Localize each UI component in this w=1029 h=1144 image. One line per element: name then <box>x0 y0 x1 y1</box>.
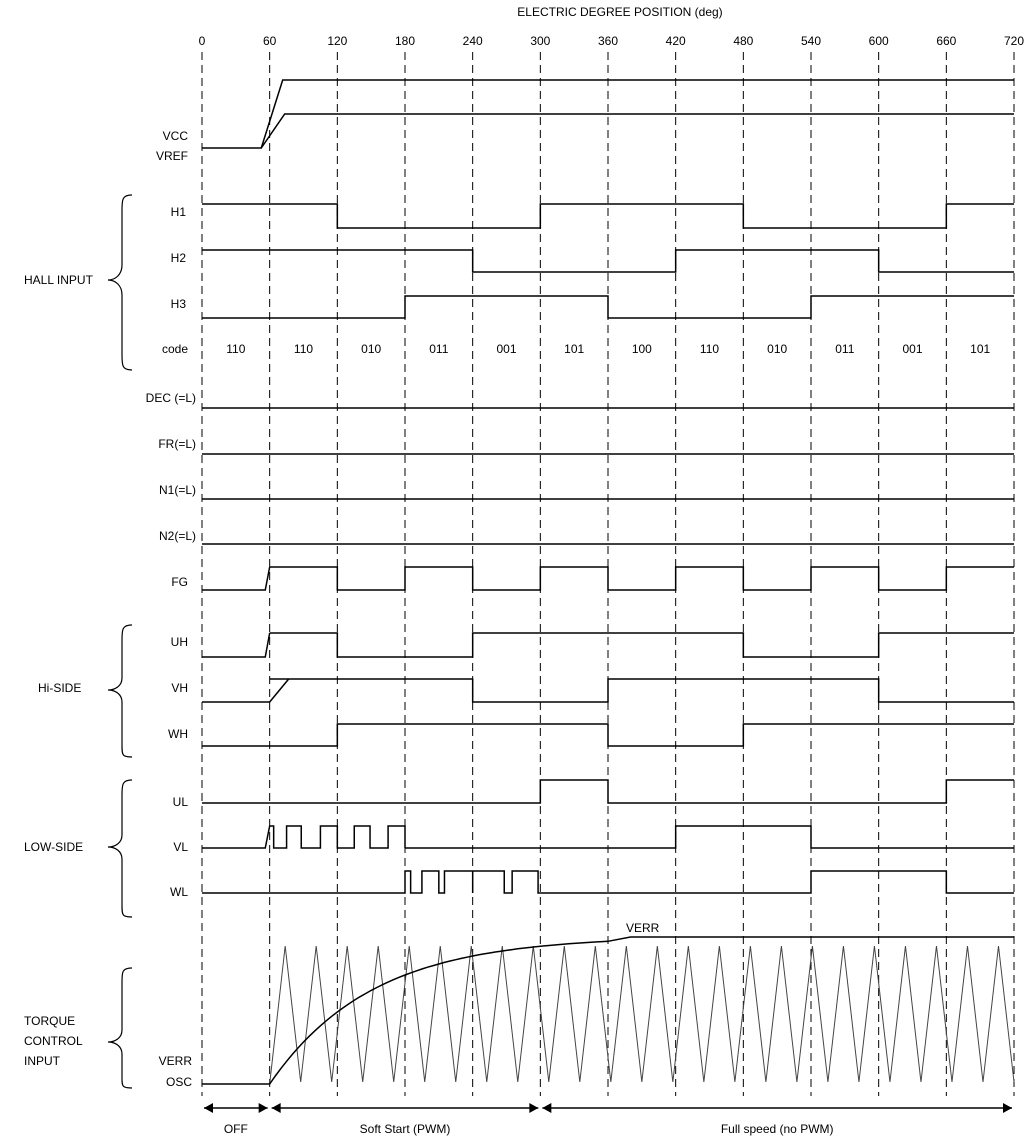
osc-wave <box>202 945 1015 1085</box>
hall-code: 100 <box>632 342 652 356</box>
phase-arrow-head-left <box>542 1103 552 1113</box>
phase-label: Full speed (no PWM) <box>721 1122 834 1136</box>
hi-side-brace <box>107 624 133 758</box>
h1-wave <box>202 203 1014 229</box>
phase-arrow-head-left <box>204 1103 213 1113</box>
torque-brace <box>107 967 133 1089</box>
h2-label: H2 <box>171 251 187 265</box>
torque-group-label-line2: CONTROL <box>24 1034 83 1048</box>
degree-tick-label: 360 <box>598 34 618 48</box>
uh-label: UH <box>171 635 188 649</box>
torque-group-label-line1: TORQUE <box>24 1014 75 1028</box>
vh-label: VH <box>171 681 188 695</box>
fg-wave-start <box>202 566 271 591</box>
code-label: code <box>162 342 188 356</box>
vl-wave-pwm <box>202 825 406 849</box>
phase-arrow-head-right <box>258 1103 268 1113</box>
hall-brace <box>107 194 133 371</box>
degree-tick-label: 660 <box>936 34 956 48</box>
phase-arrow-head-left <box>271 1103 281 1113</box>
braces <box>107 194 133 1089</box>
hall-code: 110 <box>700 342 719 356</box>
phase-arrow-head-right <box>529 1103 539 1113</box>
uh-wave <box>269 632 1014 658</box>
diagram-title: ELECTRIC DEGREE POSITION (deg) <box>517 5 722 19</box>
low-side-group-label: LOW-SIDE <box>24 840 83 854</box>
vh-wave-start <box>202 678 290 703</box>
hall-code: 001 <box>496 342 516 356</box>
fg-wave <box>269 566 1014 591</box>
torque-section <box>202 936 1015 1085</box>
h1-label: H1 <box>171 205 187 219</box>
vref-label: VREF <box>156 149 188 163</box>
verr-wave <box>202 936 1014 1085</box>
phase-arrow-head-right <box>1003 1103 1012 1113</box>
hall-code: 110 <box>226 342 245 356</box>
hall-code: 010 <box>361 342 381 356</box>
wl-wave <box>540 870 1014 894</box>
degree-tick-label: 120 <box>327 34 347 48</box>
hall-code: 001 <box>902 342 922 356</box>
hi-side-group-label: Hi-SIDE <box>38 681 81 695</box>
vref-wave <box>260 113 1014 149</box>
osc-label: OSC <box>166 1075 192 1089</box>
degree-tick-label: 540 <box>801 34 821 48</box>
dec-label: DEC (=L) <box>146 391 196 405</box>
n2-label: N2(=L) <box>159 529 196 543</box>
vcc-wave <box>202 79 1014 149</box>
phase-label: Soft Start (PWM) <box>360 1122 451 1136</box>
wl-label: WL <box>170 885 188 899</box>
degree-tick-label: 720 <box>1004 34 1024 48</box>
phase-arrows: OFF Soft Start (PWM) Full speed (no PWM) <box>204 1103 1012 1136</box>
vl-label: VL <box>173 840 188 854</box>
low-side-brace <box>107 779 133 918</box>
h2-wave <box>202 249 1014 273</box>
fr-label: FR(=L) <box>158 437 196 451</box>
fg-label: FG <box>171 575 188 589</box>
wh-label: WH <box>168 727 188 741</box>
degree-tick-label: 60 <box>263 34 277 48</box>
hall-code: 110 <box>294 342 313 356</box>
wl-wave-pwm <box>202 870 541 894</box>
uh-wave-start <box>202 632 271 658</box>
phase-label: OFF <box>224 1122 248 1136</box>
torque-group-label-line3: INPUT <box>24 1054 61 1068</box>
vl-wave <box>405 825 1014 849</box>
vcc-label: VCC <box>163 129 189 143</box>
waveforms <box>202 79 1014 894</box>
hall-input-group-label: HALL INPUT <box>24 273 94 287</box>
vh-wave <box>269 678 1014 703</box>
signal-labels: VCC VREF H1 H2 H3 code DEC (=L) FR(=L) N… <box>146 129 196 1089</box>
wh-wave <box>202 723 1014 747</box>
hall-code: 011 <box>835 342 854 356</box>
h3-label: H3 <box>171 297 187 311</box>
degree-tick-label: 600 <box>869 34 889 48</box>
hall-code: 011 <box>429 342 448 356</box>
degree-tick-label: 180 <box>395 34 415 48</box>
degree-tick-labels: 0 60 120 180 240 300 360 420 480 540 600 660 720 <box>199 34 1025 48</box>
hall-code: 010 <box>767 342 787 356</box>
verr-curve-label: VERR <box>626 921 660 935</box>
hall-code: 101 <box>564 342 584 356</box>
degree-tick-label: 300 <box>530 34 550 48</box>
degree-tick-label: 0 <box>199 34 206 48</box>
degree-tick-label: 420 <box>666 34 686 48</box>
degree-tick-label: 240 <box>463 34 483 48</box>
hall-codes: 110 110 010 011 001 101 100 110 010 011 001 101 <box>226 342 990 356</box>
ul-label: UL <box>173 795 189 809</box>
h3-wave <box>202 295 1014 319</box>
degree-tick-label: 480 <box>733 34 753 48</box>
ul-wave <box>202 779 1014 804</box>
verr-label: VERR <box>159 1054 193 1068</box>
hall-code: 101 <box>970 342 990 356</box>
n1-label: N1(=L) <box>159 483 196 497</box>
